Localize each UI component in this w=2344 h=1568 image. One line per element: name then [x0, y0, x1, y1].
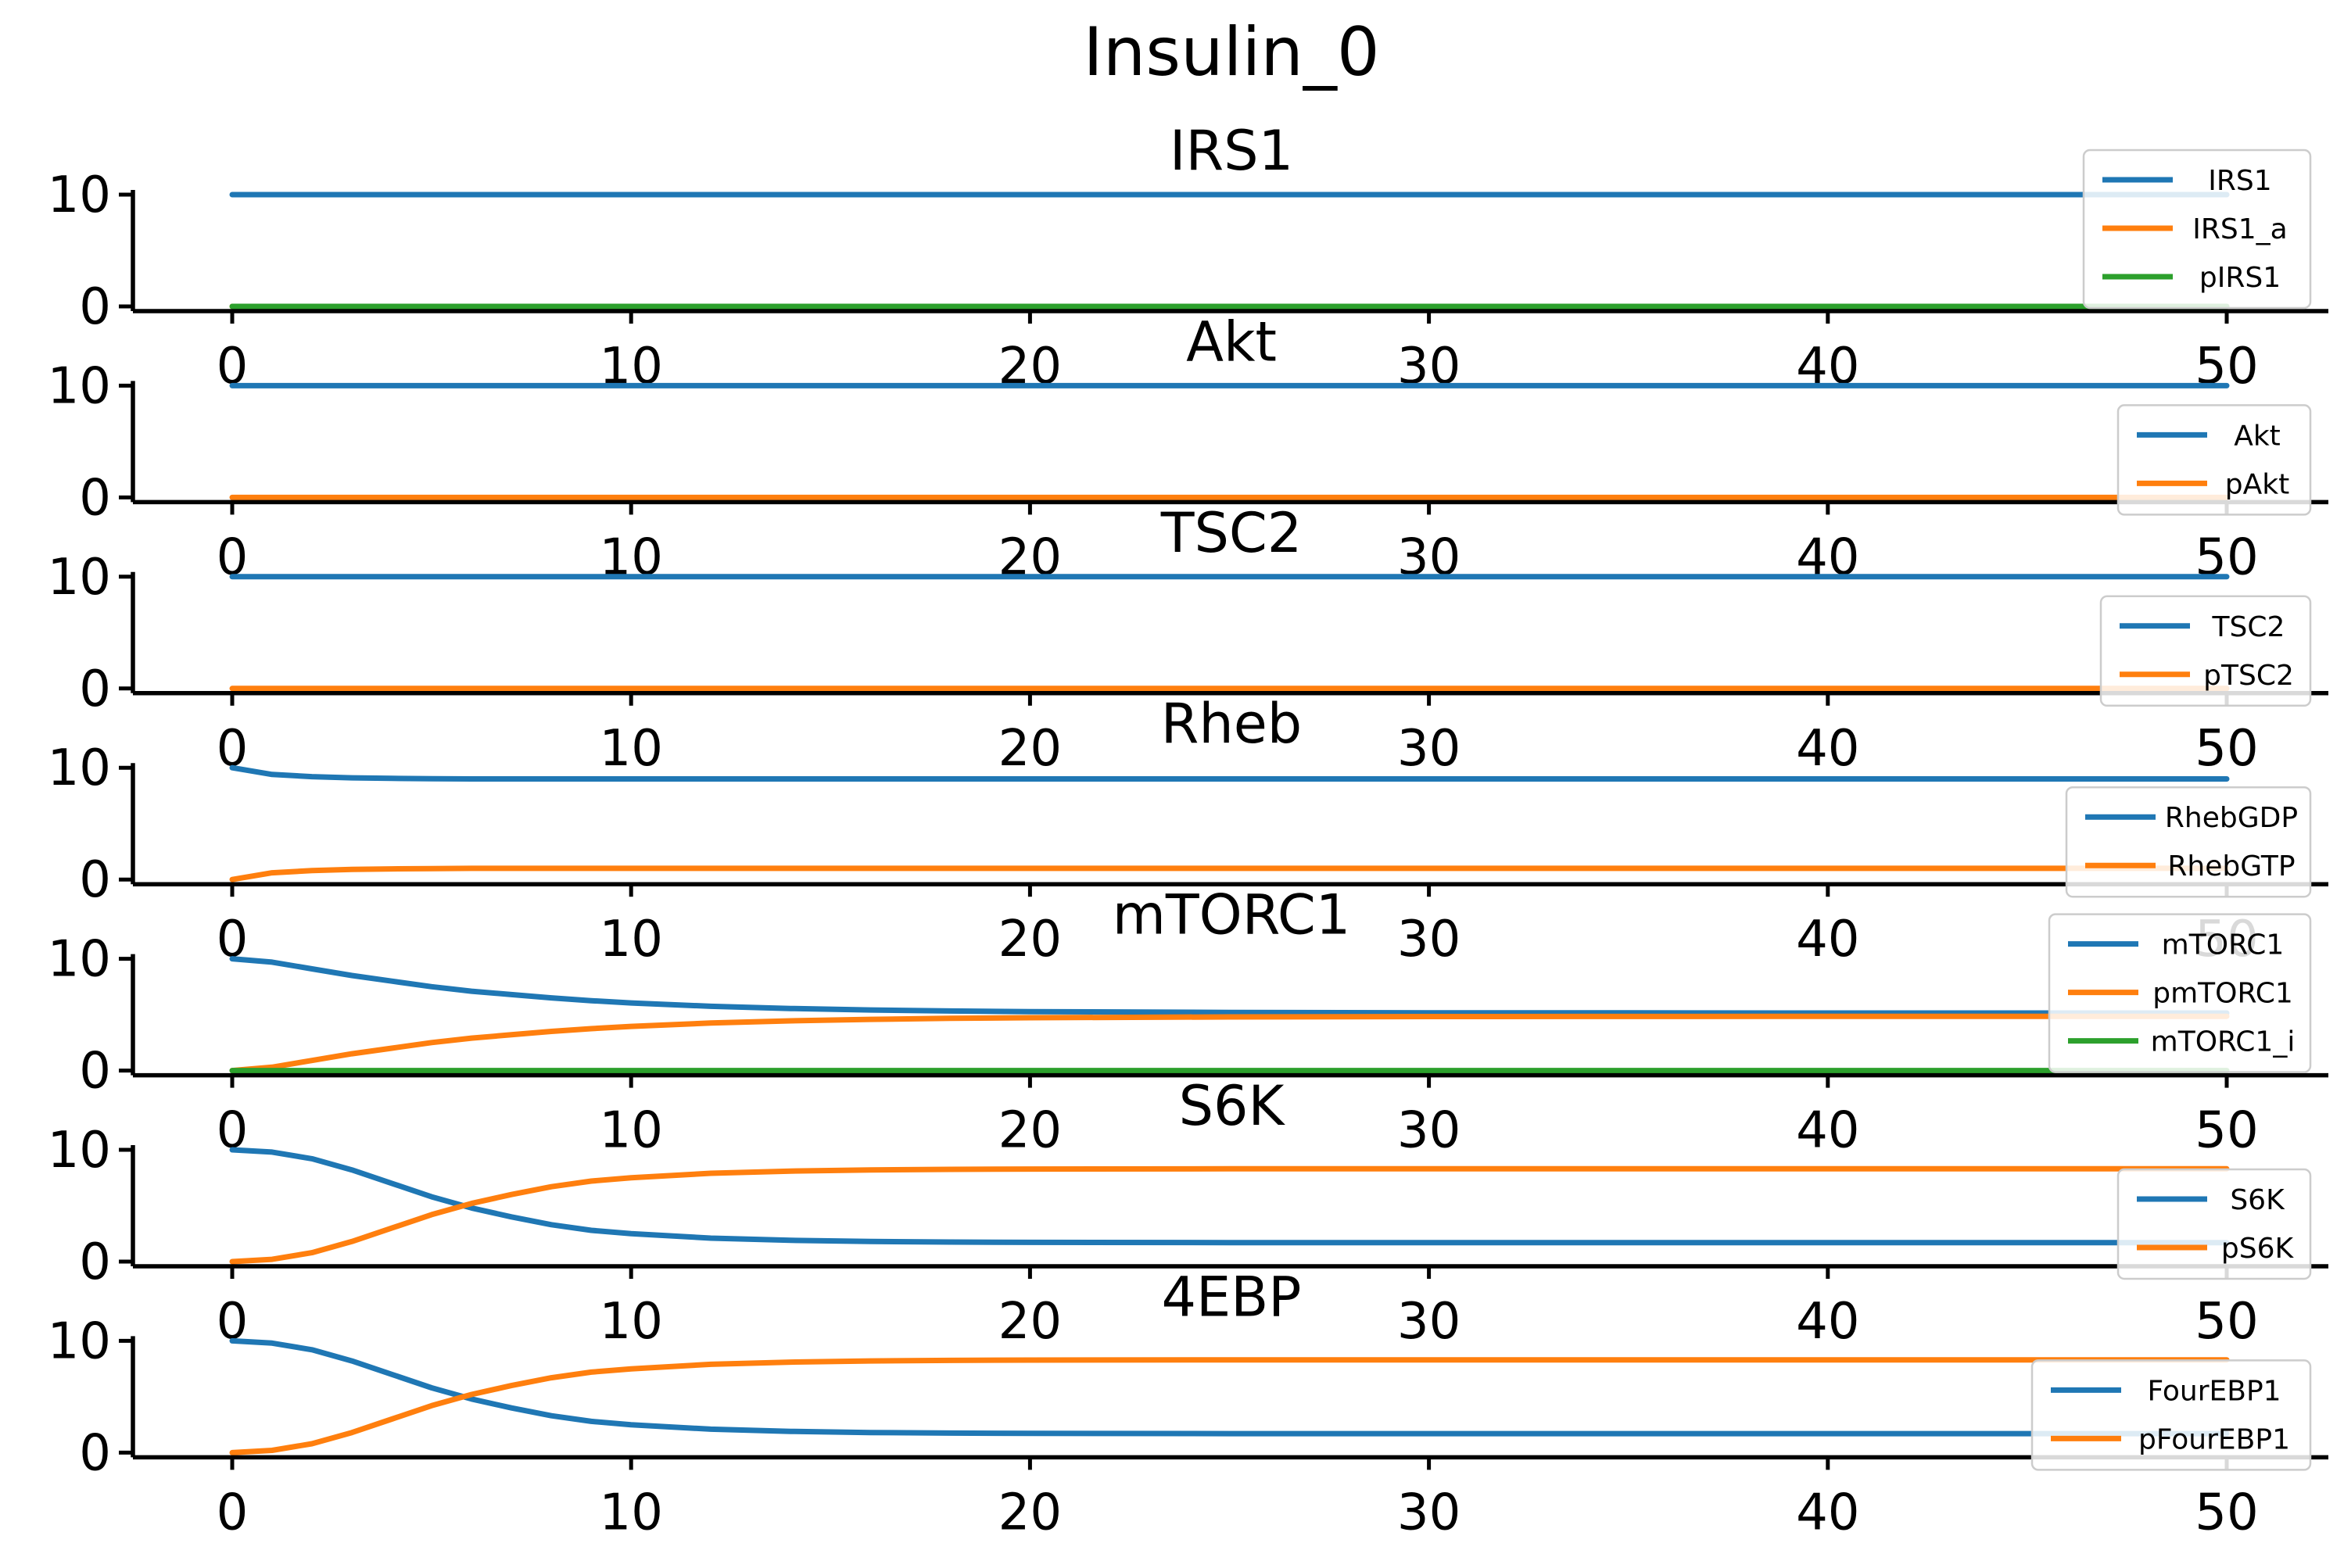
- legend-box: [2082, 149, 2312, 310]
- y-tick-label: 0: [79, 469, 111, 527]
- legend-label: S6K: [2230, 1184, 2285, 1216]
- subplot-title: Rheb: [1161, 692, 1303, 756]
- subplot-panels: IRS1 0 10 20 30 40 50 0 10 IRS1 IRS1_a pIRS1 Akt 0 10 2…: [48, 119, 2328, 1541]
- y-tick-label: 10: [48, 1122, 111, 1180]
- subplot-title: TSC2: [1160, 501, 1303, 565]
- y-tick-label: 0: [79, 1043, 111, 1101]
- y-tick-label: 0: [79, 1424, 111, 1482]
- subplot-rheb: Rheb01020304050010RhebGDPRhebGTP: [48, 692, 2328, 968]
- y-tick-label: 10: [48, 739, 111, 797]
- y-tick-label: 10: [48, 549, 111, 607]
- legend: FourEBP1 pFourEBP1: [2030, 1359, 2312, 1471]
- legend-label: IRS1: [2208, 165, 2271, 197]
- x-tick-label: 40: [1796, 1293, 1859, 1351]
- x-tick-label: 50: [2195, 1484, 2258, 1541]
- subplot-title: Akt: [1186, 310, 1277, 374]
- legend-label: pS6K: [2221, 1233, 2295, 1265]
- x-tick-label: 30: [1397, 1484, 1461, 1541]
- x-tick-label: 30: [1397, 720, 1461, 778]
- legend-label: pmTORC1: [2152, 978, 2293, 1010]
- figure-title: Insulin_0: [1083, 13, 1379, 91]
- y-tick-label: 10: [48, 166, 111, 224]
- x-tick-label: 40: [1796, 1102, 1859, 1160]
- x-tick-label: 30: [1397, 1102, 1461, 1160]
- x-tick-label: 10: [599, 1484, 662, 1541]
- y-tick-label: 0: [79, 278, 111, 336]
- x-tick-label: 10: [599, 1293, 662, 1351]
- legend: S6K pS6K: [2116, 1168, 2312, 1280]
- x-tick-label: 20: [998, 1293, 1062, 1351]
- legend: IRS1 IRS1_a pIRS1: [2082, 149, 2312, 310]
- x-tick-label: 0: [217, 1484, 249, 1541]
- x-tick-label: 50: [2195, 1102, 2258, 1160]
- x-tick-label: 50: [2195, 720, 2258, 778]
- y-tick-label: 10: [48, 1312, 111, 1370]
- series-line-pfourebp1: [229, 1357, 2230, 1455]
- legend: RhebGDP RhebGTP: [2065, 786, 2312, 898]
- legend-label: Akt: [2234, 420, 2281, 452]
- x-tick-label: 20: [998, 1484, 1062, 1541]
- series-line-rhebgtp: [229, 865, 2230, 882]
- legend: Akt pAkt: [2116, 404, 2312, 516]
- x-tick-label: 30: [1397, 1293, 1461, 1351]
- series-line-pmtorc1: [229, 1013, 2230, 1074]
- x-tick-label: 40: [1796, 1484, 1859, 1541]
- y-tick-label: 10: [48, 357, 111, 415]
- subplot-title: S6K: [1179, 1074, 1286, 1138]
- legend-label: FourEBP1: [2147, 1375, 2281, 1407]
- legend-label: TSC2: [2212, 611, 2285, 643]
- legend-label: RhebGTP: [2167, 850, 2295, 882]
- x-tick-label: 40: [1796, 720, 1859, 778]
- legend-label: pAkt: [2225, 468, 2289, 500]
- legend-label: pTSC2: [2203, 660, 2294, 692]
- x-tick-label: 10: [599, 911, 662, 968]
- y-tick-label: 0: [79, 851, 111, 909]
- series-line-mtorc1: [229, 956, 2230, 1016]
- x-tick-label: 20: [998, 911, 1062, 968]
- y-tick-label: 10: [48, 931, 111, 989]
- x-tick-label: 10: [599, 1102, 662, 1160]
- series-line-rhebgdp: [229, 764, 2230, 782]
- x-tick-label: 20: [998, 1102, 1062, 1160]
- x-tick-label: 20: [998, 720, 1062, 778]
- legend: mTORC1 pmTORC1 mTORC1_i: [2048, 913, 2312, 1073]
- legend-label: pIRS1: [2199, 262, 2281, 294]
- series-line-fourebp1: [229, 1337, 2230, 1437]
- legend-label: mTORC1: [2162, 929, 2285, 961]
- subplot-title: IRS1: [1170, 119, 1293, 183]
- legend-label: RhebGDP: [2165, 802, 2298, 834]
- subplot-title: 4EBP: [1162, 1265, 1302, 1329]
- y-tick-label: 0: [79, 660, 111, 718]
- series-line-s6k: [229, 1147, 2230, 1246]
- y-tick-label: 0: [79, 1233, 111, 1291]
- legend-label: pFourEBP1: [2138, 1423, 2290, 1455]
- legend-label: IRS1_a: [2192, 213, 2287, 245]
- legend-label: mTORC1_i: [2151, 1026, 2296, 1058]
- legend: TSC2 pTSC2: [2099, 595, 2312, 707]
- subplot-title: mTORC1: [1113, 883, 1351, 947]
- x-tick-label: 10: [599, 720, 662, 778]
- x-tick-label: 30: [1397, 911, 1461, 968]
- x-tick-label: 40: [1796, 911, 1859, 968]
- x-tick-label: 50: [2195, 1293, 2258, 1351]
- subplot-4ebp: 4EBP 0 10 20 30 40 50 0 10 FourEBP1 pFourEBP1: [48, 1265, 2328, 1541]
- series-line-ps6k: [229, 1165, 2230, 1265]
- legend-box: [2048, 913, 2312, 1073]
